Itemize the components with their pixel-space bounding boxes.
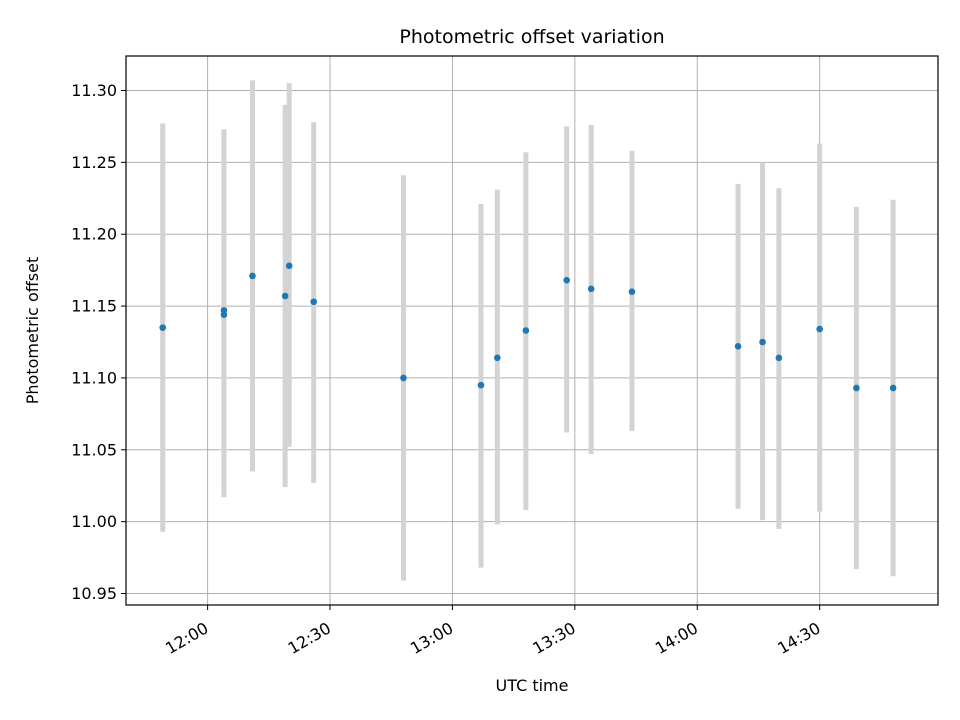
data-point xyxy=(853,384,860,392)
data-point xyxy=(310,298,317,306)
data-point xyxy=(889,384,897,392)
x-tick-label: 14:00 xyxy=(652,618,701,658)
x-tick-label: 12:30 xyxy=(285,618,334,658)
y-tick-label: 10.95 xyxy=(71,584,117,603)
data-point xyxy=(159,324,167,331)
x-axis-label: UTC time xyxy=(496,676,569,695)
grid-lines xyxy=(126,56,938,605)
x-tick-label: 13:00 xyxy=(407,618,456,658)
data-point xyxy=(494,354,501,362)
data-point xyxy=(587,285,595,293)
data-point xyxy=(816,325,823,333)
chart-title: Photometric offset variation xyxy=(399,26,664,48)
plot-frame xyxy=(125,55,939,606)
data-point xyxy=(477,381,485,389)
y-axis-label: Photometric offset xyxy=(23,257,42,405)
y-tick-label: 11.30 xyxy=(71,81,117,100)
x-tick-label: 13:30 xyxy=(529,618,578,658)
y-tick-label: 11.20 xyxy=(71,225,117,244)
y-tick-label: 11.25 xyxy=(71,153,117,172)
data-point xyxy=(628,288,636,295)
data-point xyxy=(220,311,228,318)
y-tick-label: 11.00 xyxy=(71,512,117,531)
y-tick-label: 11.10 xyxy=(71,368,117,387)
data-point xyxy=(249,272,256,280)
data-point xyxy=(759,338,766,346)
data-point xyxy=(734,343,742,350)
data-point xyxy=(285,262,293,270)
data-point xyxy=(522,327,530,334)
y-axis-ticks: 10.95 11.00 11.05 11.10 11.15 11.20 11.25 11.30 xyxy=(71,81,126,603)
x-tick-label: 12:00 xyxy=(162,618,211,658)
data-point xyxy=(400,374,407,382)
x-tick-label: 14:30 xyxy=(774,618,823,658)
data-points xyxy=(159,262,897,392)
data-point xyxy=(775,354,783,362)
y-tick-label: 11.15 xyxy=(71,297,117,316)
x-axis-ticks: 12:00 12:30 13:00 13:30 14:00 14:30 xyxy=(162,605,824,658)
y-tick-label: 11.05 xyxy=(71,440,117,459)
data-point xyxy=(281,292,289,300)
data-point xyxy=(563,276,570,284)
